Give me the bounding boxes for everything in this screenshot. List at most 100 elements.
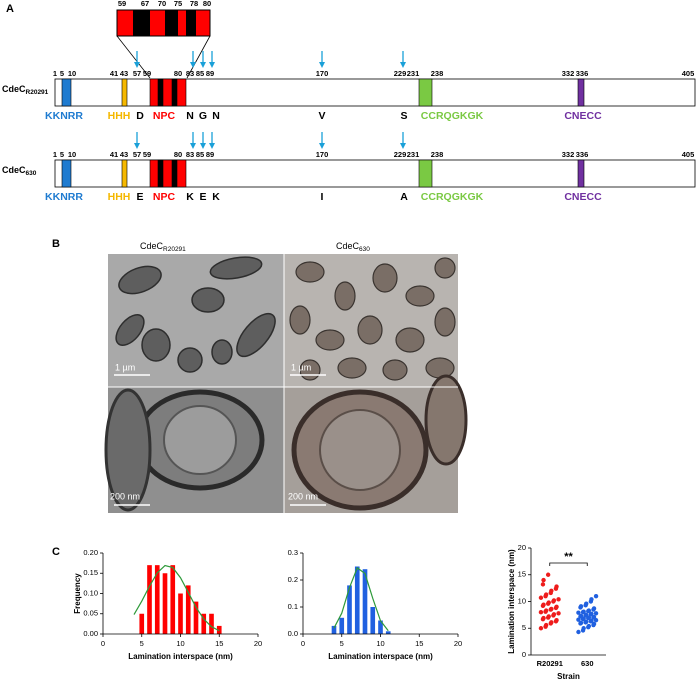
x-tick-label: 0 — [301, 639, 305, 648]
protein: CdeC — [140, 241, 164, 251]
residue-position: 10 — [68, 150, 76, 159]
data-point — [576, 617, 581, 622]
data-point — [589, 611, 594, 617]
data-point — [538, 595, 544, 600]
histogram-bar — [370, 607, 376, 634]
motif-label: HHH — [108, 191, 131, 203]
data-point — [578, 604, 584, 609]
residue-position: 83 — [186, 150, 194, 159]
data-point — [589, 618, 594, 623]
domain — [149, 159, 187, 188]
residue-position: 229 — [394, 150, 407, 159]
residue-position: 89 — [206, 69, 214, 78]
y-tick-label: 0.05 — [83, 609, 98, 618]
histogram-bar — [216, 625, 222, 634]
histogram-bar — [354, 566, 360, 634]
residue-position: 405 — [682, 69, 695, 78]
residue-position: 85 — [196, 69, 204, 78]
residue-position: 5 — [60, 150, 64, 159]
data-point — [551, 612, 557, 617]
motif-label: CNECC — [564, 110, 602, 122]
x-axis-label: Lamination interspace (nm) — [128, 652, 233, 661]
residue-label: N — [212, 110, 220, 122]
arrow-head — [319, 143, 325, 149]
data-point — [545, 572, 551, 577]
arrow-head — [190, 143, 196, 149]
scale-bar-label: 1 µm — [291, 362, 311, 372]
x-axis-label: Strain — [557, 672, 580, 681]
data-point — [549, 588, 554, 593]
histogram-bar — [362, 569, 368, 634]
data-point — [584, 619, 589, 625]
histogram-bar — [347, 585, 352, 634]
y-tick-label: 0.15 — [83, 568, 98, 577]
y-tick-label: 0.00 — [83, 629, 98, 638]
strain: R20291 — [163, 246, 186, 253]
arrow-head — [134, 62, 140, 68]
residue-position: 59 — [143, 150, 151, 159]
histogram-bar — [209, 613, 214, 634]
data-point — [584, 601, 589, 606]
inset-position: 70 — [158, 0, 166, 8]
residue-label: K — [212, 191, 220, 203]
residue-position: 57 — [133, 69, 141, 78]
residue-position: 231 — [407, 150, 420, 159]
domain — [577, 159, 585, 188]
data-point — [586, 623, 592, 629]
data-point — [554, 618, 559, 623]
inset-position: 80 — [203, 0, 211, 8]
y-tick-label: 0.0 — [288, 629, 298, 638]
domain — [577, 78, 585, 107]
y-tick-label: 10 — [518, 596, 526, 605]
fit-curve — [133, 564, 220, 632]
arrow-head — [134, 143, 140, 149]
x-tick-label: 630 — [581, 659, 594, 668]
histogram-bar — [378, 620, 383, 634]
protein: CdeC — [2, 165, 26, 175]
residue-position: 57 — [133, 150, 141, 159]
residue-label: A — [400, 191, 408, 203]
data-point — [591, 606, 597, 611]
motif-label: NPC — [153, 191, 176, 203]
arrow-head — [190, 62, 196, 68]
data-point — [543, 592, 549, 597]
fit-curve — [333, 566, 389, 632]
residue-label: I — [321, 191, 324, 203]
residue-label: K — [186, 191, 194, 203]
residue-position: 89 — [206, 150, 214, 159]
histogram-bar — [193, 601, 199, 634]
residue-position: 59 — [143, 69, 151, 78]
domain — [61, 159, 72, 188]
motif-label: HHH — [108, 110, 131, 122]
column-title: CdeCR20291 — [140, 241, 186, 252]
protein: CdeC — [336, 241, 360, 251]
x-tick-label: 15 — [415, 639, 423, 648]
data-point — [556, 611, 561, 616]
y-axis-label: Lamination interspace (nm) — [507, 549, 516, 654]
residue-position: 5 — [60, 69, 64, 78]
inset-segment — [133, 10, 150, 36]
domain — [121, 78, 128, 107]
residue-position: 170 — [316, 69, 329, 78]
y-tick-label: 15 — [518, 570, 526, 579]
data-point — [543, 608, 549, 613]
data-point — [543, 622, 549, 628]
y-tick-label: 0 — [522, 650, 526, 659]
motif-label: CNECC — [564, 191, 602, 203]
track-name: CdeC630 — [2, 165, 37, 176]
domain — [121, 159, 128, 188]
data-point — [584, 612, 589, 618]
y-axis-label: Frequency — [73, 573, 82, 614]
data-point — [581, 609, 586, 614]
y-tick-label: 0.20 — [83, 548, 98, 557]
x-tick-label: 10 — [176, 639, 184, 648]
residue-position: 80 — [174, 150, 182, 159]
inset-segment — [117, 10, 133, 36]
scale-bar-label: 200 nm — [288, 491, 318, 501]
inset-segment — [150, 10, 165, 36]
data-point — [576, 610, 581, 615]
y-tick-label: 0.10 — [83, 588, 98, 597]
residue-label: G — [199, 110, 207, 122]
data-point — [586, 608, 592, 613]
protein: CdeC — [2, 84, 26, 94]
